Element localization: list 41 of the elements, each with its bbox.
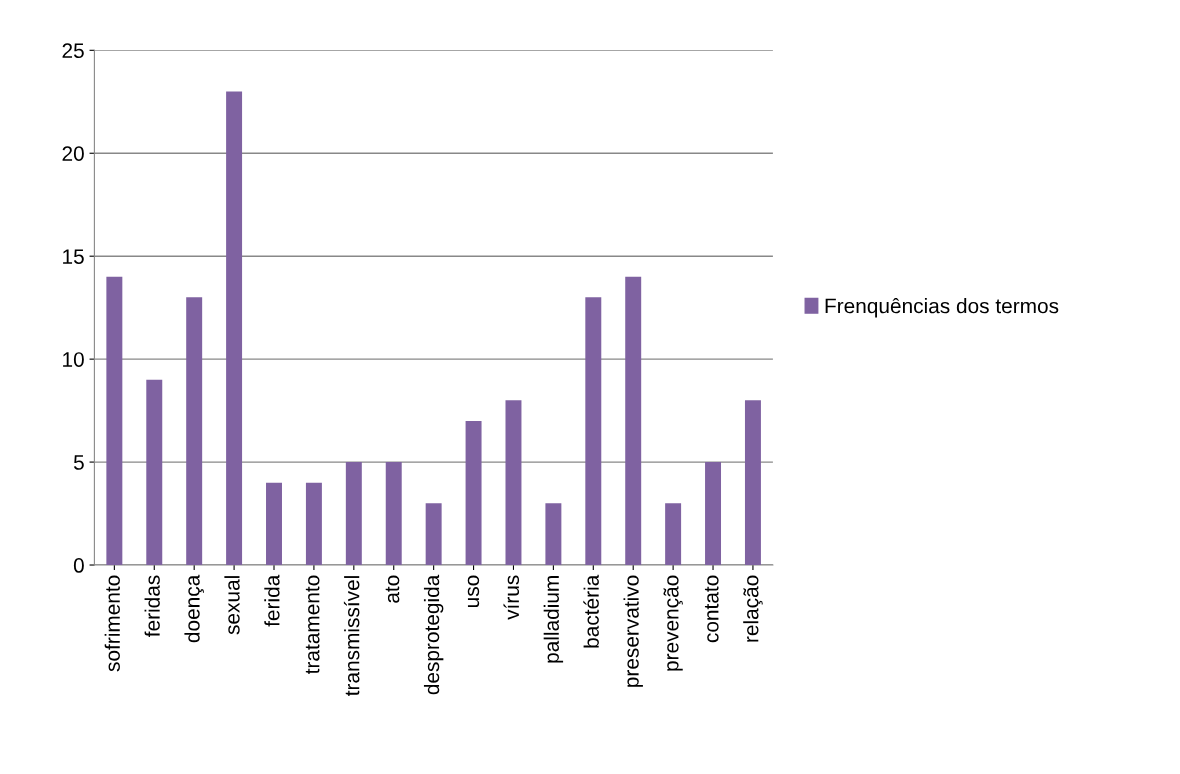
y-tick-label: 20 xyxy=(62,146,84,162)
bar xyxy=(305,482,322,566)
x-tick-label: prevenção xyxy=(663,575,683,671)
y-tick-label: 0 xyxy=(73,558,84,573)
bar xyxy=(705,462,722,566)
x-tick-label: bactéria xyxy=(583,574,599,648)
bar xyxy=(744,400,761,566)
bar xyxy=(545,503,562,566)
x-tick-label: sexual xyxy=(224,576,240,635)
x-tick-label: preservativo xyxy=(623,575,643,687)
bar xyxy=(625,276,642,566)
bar xyxy=(665,503,682,566)
bar xyxy=(585,297,602,566)
bar xyxy=(266,482,282,566)
x-tick-label: uso xyxy=(467,575,480,607)
x-tick-label: relação xyxy=(743,575,763,642)
x-tick-label: palladium xyxy=(543,576,564,663)
y-tick-label: 5 xyxy=(73,455,84,470)
bar xyxy=(345,462,362,566)
x-tick-label: feridas xyxy=(144,575,160,637)
bar xyxy=(465,420,482,566)
x-tick-label: vírus xyxy=(503,575,520,620)
bar xyxy=(226,91,243,566)
x-tick-label: contato xyxy=(704,575,719,643)
bar xyxy=(146,379,163,566)
x-tick-label: ato xyxy=(385,575,400,603)
bar xyxy=(106,276,123,566)
x-tick-label: doença xyxy=(184,574,204,643)
x-tick-label: sofrimento xyxy=(104,575,120,672)
bar xyxy=(186,297,203,566)
y-tick-label: 15 xyxy=(63,249,84,264)
x-tick-label: desprotegida xyxy=(423,574,444,695)
y-tick-label: 25 xyxy=(62,43,84,59)
bar xyxy=(505,400,522,566)
x-tick-label: transmissível xyxy=(343,576,360,696)
legend-label: Frenquências dos termos xyxy=(825,297,1059,318)
bar xyxy=(385,462,402,566)
x-tick-label: ferida xyxy=(264,574,280,627)
y-tick-label: 10 xyxy=(63,352,84,367)
x-tick-label: tratamento xyxy=(305,575,320,675)
bar xyxy=(425,503,442,566)
